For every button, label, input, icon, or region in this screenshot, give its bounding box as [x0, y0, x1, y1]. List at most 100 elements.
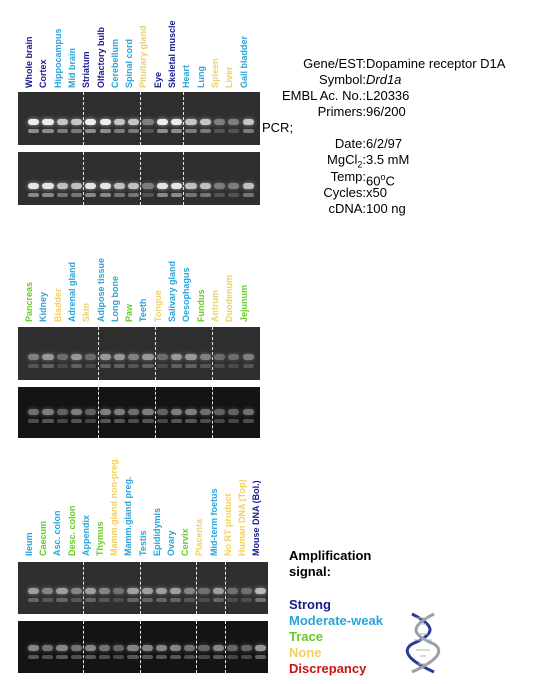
- gel-band-lower: [84, 655, 96, 659]
- lane-label: Skin: [81, 302, 92, 322]
- gel-band: [128, 183, 140, 189]
- gel-band-lower: [155, 598, 167, 602]
- gel-band: [242, 354, 254, 360]
- gel-band: [85, 354, 97, 360]
- gel-band: [99, 588, 111, 594]
- lane-label: Striatum: [81, 51, 92, 88]
- gel-band-lower: [42, 364, 54, 368]
- lane-label: Paw: [124, 303, 135, 322]
- gel-band: [42, 183, 54, 189]
- gel-band: [70, 409, 83, 415]
- lane-label: Placenta: [194, 518, 205, 556]
- lane-label: Asc. colon: [52, 510, 63, 556]
- gel-band-lower: [113, 364, 126, 368]
- panel1-gel-bottom: [18, 152, 260, 205]
- gel-band-lower: [70, 193, 83, 197]
- lane-divider: [224, 562, 226, 614]
- gel-band: [70, 183, 83, 189]
- lane-label: Thymus: [95, 521, 105, 556]
- gel-band-lower: [113, 419, 126, 423]
- legend-discrepancy: Discrepancy: [289, 661, 367, 676]
- gel-band-lower: [85, 419, 97, 423]
- gel-band: [156, 409, 168, 415]
- gel-band: [170, 645, 182, 651]
- gel-band-lower: [128, 419, 140, 423]
- cycles-value: x50: [366, 185, 387, 200]
- lane-label: Adipose tissue: [95, 257, 106, 322]
- gel-band: [113, 354, 126, 360]
- gel-band-lower: [213, 129, 226, 133]
- gel-band: [228, 183, 240, 189]
- gel-band: [141, 645, 153, 651]
- legend-title: Amplification signal:: [289, 548, 371, 580]
- gel-band-lower: [85, 364, 97, 368]
- gel-band-lower: [99, 193, 111, 197]
- lane-divider: [97, 327, 99, 380]
- gel-band: [199, 409, 211, 415]
- lane-label: Fundus: [195, 289, 206, 323]
- gel-band-lower: [199, 193, 211, 197]
- gel-band: [70, 354, 83, 360]
- gel-band-lower: [113, 193, 126, 197]
- gel-band: [70, 588, 82, 594]
- gel-band-lower: [42, 655, 54, 659]
- legend-moderate: Moderate-weak: [289, 613, 383, 628]
- gel-band-lower: [142, 129, 154, 133]
- gel-band: [199, 183, 211, 189]
- lane-label: Liver: [224, 66, 235, 88]
- primers-label: Primers:: [317, 104, 366, 119]
- gel-band-lower: [185, 193, 197, 197]
- panel3-gel-top: [18, 562, 268, 614]
- gel-band-lower: [198, 598, 210, 602]
- lane-divider: [139, 621, 141, 673]
- gel-band-lower: [56, 364, 68, 368]
- gel-band: [228, 409, 240, 415]
- lane-label: Bladder: [52, 288, 63, 322]
- lane-divider: [140, 152, 142, 205]
- gene-info: Gene/EST: Dopamine receptor D1A Symbol: …: [262, 56, 532, 226]
- gel-band: [127, 588, 139, 594]
- gel-band: [198, 588, 210, 594]
- gel-band: [155, 645, 167, 651]
- lane-divider: [83, 92, 85, 145]
- lane-label: Mamm.gland preg.: [123, 476, 134, 556]
- gel-band: [142, 354, 154, 360]
- gel-band: [156, 354, 168, 360]
- gel-band: [185, 183, 197, 189]
- lane-label: Eye: [152, 71, 163, 88]
- gel-band-lower: [127, 655, 139, 659]
- lane-label: Testis: [137, 530, 148, 556]
- gel-band-lower: [170, 598, 182, 602]
- gel-band-lower: [70, 129, 83, 133]
- gene-label: Gene/EST:: [303, 56, 366, 71]
- gel-band-lower: [99, 364, 111, 368]
- gel-band-lower: [128, 129, 140, 133]
- panel1-lane-labels: Whole brain Cortex Hippocampus Mid brain Str…: [24, 14, 260, 88]
- gel-band: [28, 588, 40, 594]
- gel-band-lower: [212, 598, 224, 602]
- gel-band: [171, 119, 183, 125]
- legend-title-line2: signal:: [289, 564, 331, 579]
- lane-label: Mid-term foetus: [208, 488, 219, 557]
- symbol-value: Drd1a: [366, 72, 402, 87]
- gel-band-lower: [156, 129, 168, 133]
- cycles-label: Cycles:: [323, 185, 366, 200]
- gel-band-lower: [127, 598, 139, 602]
- lane-divider: [183, 92, 185, 145]
- gel-band: [184, 588, 196, 594]
- lane-label: No RT product: [222, 493, 233, 557]
- primers-value: 96/200: [366, 104, 406, 119]
- embl-label: EMBL Ac. No.:: [281, 88, 366, 103]
- lane-label: Jejunum: [238, 284, 249, 322]
- gel-band: [199, 119, 211, 125]
- gel-band-lower: [226, 655, 238, 659]
- lane-label: Spinal cord: [124, 38, 135, 88]
- gel-band: [56, 645, 68, 651]
- gel-band-lower: [171, 419, 183, 423]
- lane-divider: [82, 621, 84, 673]
- gel-band: [255, 645, 267, 651]
- gel-band-lower: [28, 129, 40, 133]
- gel-band: [42, 354, 54, 360]
- gel-band: [212, 645, 224, 651]
- date-value: 6/2/97: [366, 136, 403, 151]
